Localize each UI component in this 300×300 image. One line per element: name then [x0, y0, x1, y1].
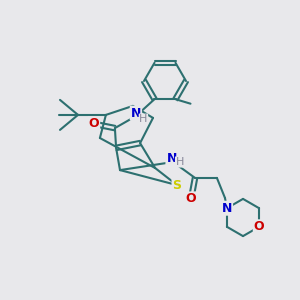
Text: S: S: [172, 178, 182, 192]
Text: H: H: [176, 157, 184, 167]
Text: N: N: [131, 106, 141, 120]
Text: H: H: [139, 114, 148, 124]
Text: O: O: [88, 117, 99, 130]
Text: O: O: [186, 192, 196, 206]
Text: N: N: [167, 152, 177, 165]
Text: O: O: [254, 220, 264, 233]
Text: N: N: [222, 202, 232, 215]
